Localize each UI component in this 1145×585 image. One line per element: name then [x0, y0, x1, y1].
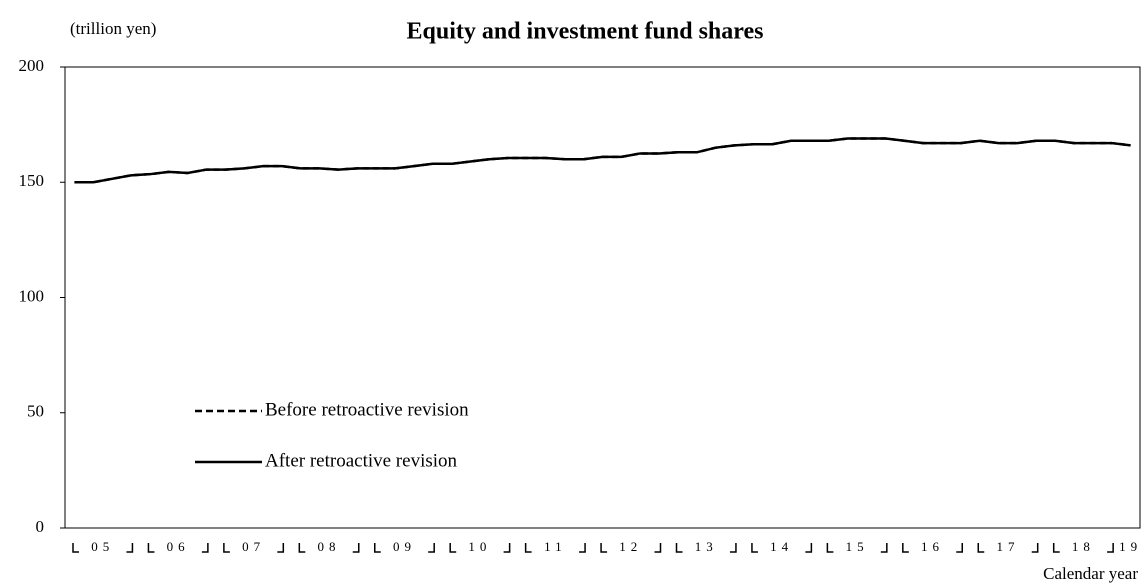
series-line [74, 137, 1131, 184]
bracket [977, 543, 985, 553]
bracket [902, 543, 909, 553]
x-tick-label: 11 [544, 539, 567, 554]
x-tick-label: 05 [91, 539, 114, 554]
bracket [675, 543, 683, 553]
bracket [72, 543, 79, 553]
bracket [579, 543, 586, 553]
bracket [1052, 543, 1060, 553]
x-tick-label: 14 [770, 539, 793, 554]
bracket [654, 543, 662, 553]
chart-title: Equity and investment fund shares [407, 19, 764, 45]
y-tick-label: 50 [27, 402, 44, 421]
bracket [751, 543, 758, 553]
x-tick-label: 15 [846, 539, 869, 554]
bracket [600, 543, 608, 553]
bracket [880, 543, 888, 553]
legend-label: After retroactive revision [265, 450, 458, 471]
bracket [126, 543, 134, 553]
bracket [729, 543, 737, 553]
y-tick-label: 200 [19, 56, 45, 75]
bracket [956, 543, 964, 553]
bracket [524, 543, 532, 553]
x-tick-label: 07 [242, 539, 265, 554]
x-axis-label: Calendar year [1043, 564, 1138, 583]
y-tick-label: 150 [19, 171, 45, 190]
x-tick-label: 06 [167, 539, 190, 554]
x-tick-label: 13 [695, 539, 718, 554]
bracket [298, 543, 306, 553]
bracket [826, 543, 834, 553]
bracket [277, 543, 285, 553]
legend-label: Before retroactive revision [265, 399, 469, 420]
plot-frame [64, 66, 1141, 529]
y-tick-label: 100 [19, 286, 45, 305]
x-tick-label: 08 [318, 539, 341, 554]
bracket [503, 543, 511, 553]
bracket [428, 543, 435, 553]
bracket [352, 543, 360, 553]
bracket [147, 543, 155, 553]
y-unit-label: (trillion yen) [70, 19, 156, 38]
series-line [74, 137, 1131, 184]
bracket [449, 543, 457, 553]
y-tick-label: 0 [36, 517, 45, 536]
bracket [374, 543, 381, 553]
x-tick-label: 16 [921, 539, 944, 554]
bracket [805, 543, 813, 553]
bracket [1031, 543, 1039, 553]
bracket [223, 543, 230, 553]
x-tick-label: 18 [1072, 539, 1095, 554]
bracket [201, 543, 209, 553]
x-tick-label: 09 [393, 539, 416, 554]
x-tick-label: 12 [619, 539, 642, 554]
x-tick-label: 10 [468, 539, 491, 554]
x-tick-label: 17 [996, 539, 1019, 554]
x-tick-label: 19 [1119, 539, 1142, 554]
bracket [1107, 543, 1114, 553]
